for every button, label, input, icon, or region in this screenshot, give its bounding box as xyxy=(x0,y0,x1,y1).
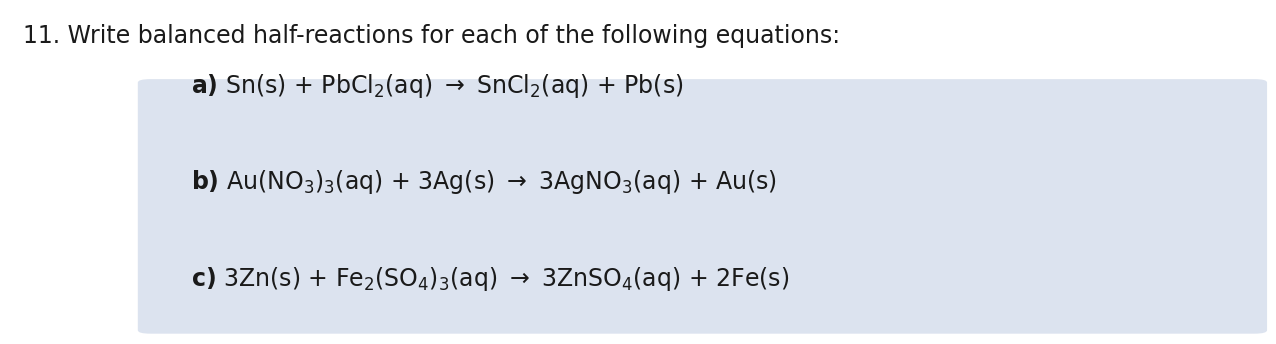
Text: $\bf{b)}$ Au(NO$_3$)$_3$(aq) + 3Ag(s) $\rightarrow$ 3AgNO$_3$(aq) + Au(s): $\bf{b)}$ Au(NO$_3$)$_3$(aq) + 3Ag(s) $\… xyxy=(191,168,777,196)
Text: $\bf{c)}$ 3Zn(s) + Fe$_2$(SO$_4$)$_3$(aq) $\rightarrow$ 3ZnSO$_4$(aq) + 2Fe(s): $\bf{c)}$ 3Zn(s) + Fe$_2$(SO$_4$)$_3$(aq… xyxy=(191,265,790,293)
Text: 11. Write balanced half-reactions for each of the following equations:: 11. Write balanced half-reactions for ea… xyxy=(23,24,840,48)
FancyBboxPatch shape xyxy=(138,79,1267,334)
Text: $\bf{a)}$ Sn(s) + PbCl$_2$(aq) $\rightarrow$ SnCl$_2$(aq) + Pb(s): $\bf{a)}$ Sn(s) + PbCl$_2$(aq) $\rightar… xyxy=(191,72,684,100)
